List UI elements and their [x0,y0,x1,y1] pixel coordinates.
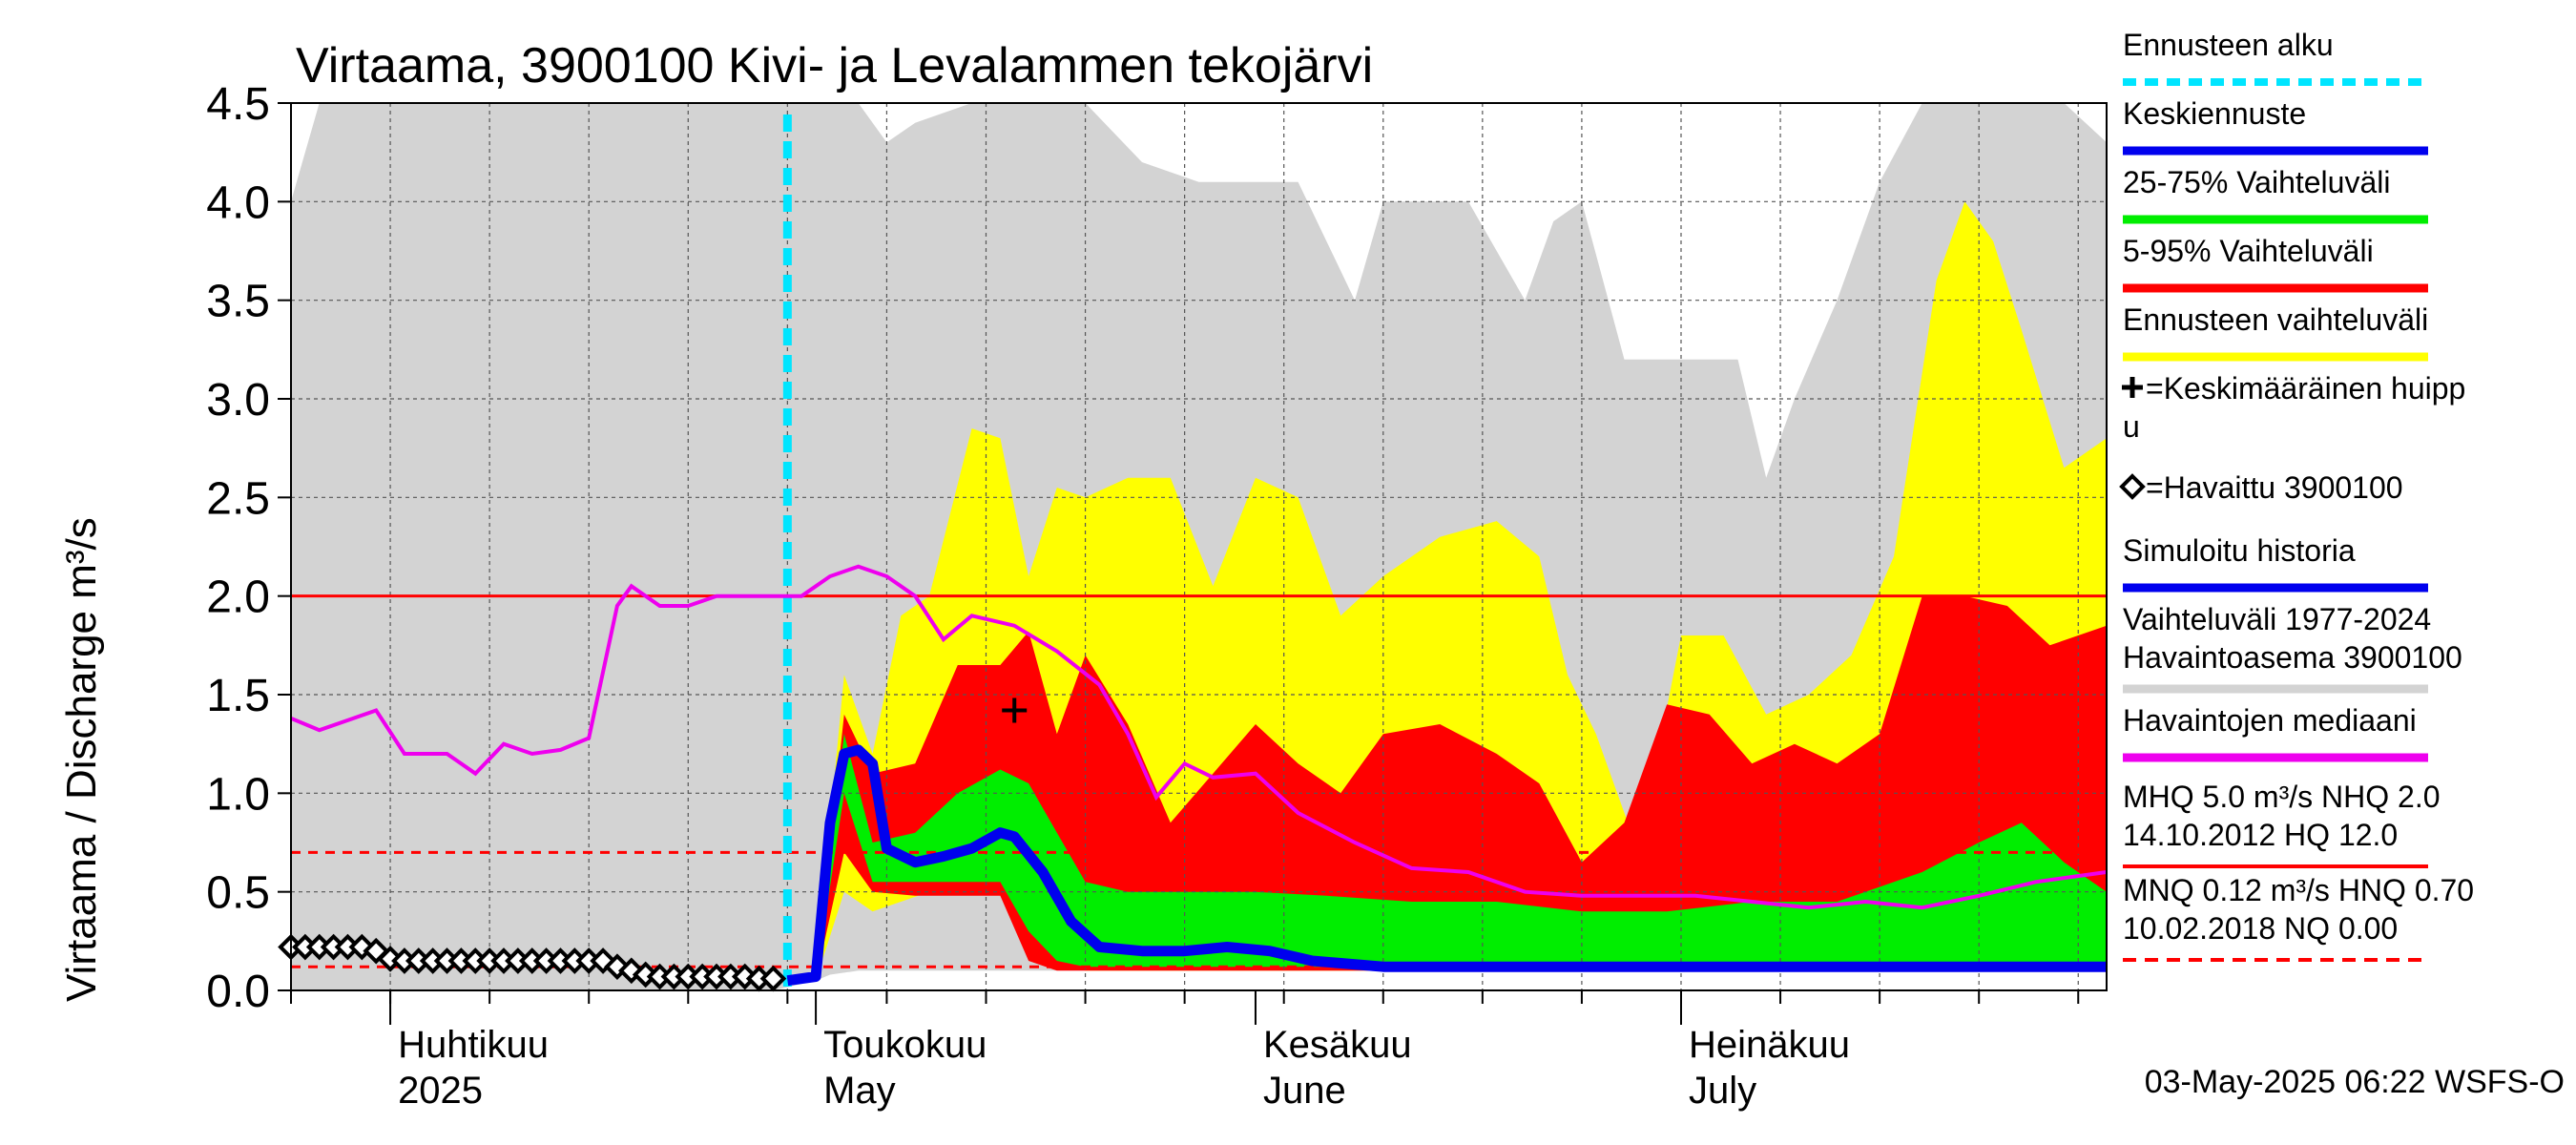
month-label-en: 2025 [398,1070,483,1112]
month-label-en: July [1689,1070,1756,1112]
p5-95-band [787,595,2107,981]
legend-label: =Keskimääräinen huipp [2146,371,2465,406]
legend-label: Keskiennuste [2123,96,2306,131]
mean-peak-marker [1002,697,1028,723]
month-label-fi: Toukokuu [823,1024,987,1066]
axes: 0.0 0.5 1.0 1.5 2.0 2.5 3.0 3.5 4.0 4.5 Huhtikuu20… [206,79,2108,1112]
median-line [291,564,2107,910]
footer-timestamp: 03-May-2025 06:22 WSFS-O [2145,1064,2565,1100]
chart-title: Virtaama, 3900100 Kivi- ja Levalammen te… [296,38,1373,94]
y-tick-label: 2.5 [206,473,270,524]
legend-label: Ennusteen vaihteluväli [2123,302,2428,337]
observed-point [759,965,787,992]
legend: Ennusteen alku Keskiennuste 25-75% Vaihtel… [2119,28,2474,962]
y-tick-label: 1.0 [206,769,270,820]
legend-label-line2: u [2123,409,2140,444]
mean-forecast-line [786,744,2107,987]
y-tick-label: 3.5 [206,277,270,327]
month-label-fi: Kesäkuu [1263,1024,1412,1066]
legend-label-line2: Havaintoasema 3900100 [2123,640,2462,675]
y-tick-label: 1.5 [206,671,270,721]
legend-label: 5-95% Vaihteluväli [2123,234,2374,268]
legend-label: Vaihteluväli 1977-2024 [2123,602,2431,636]
y-tick-label: 4.0 [206,177,270,228]
legend-label: MHQ 5.0 m³/s NHQ 2.0 [2123,780,2441,814]
plot-area [278,103,2107,992]
y-tick-label: 2.0 [206,572,270,623]
observed-point [617,957,645,985]
month-label-en: May [823,1070,896,1112]
plot-content [291,103,2107,990]
legend-label: =Havaittu 3900100 [2146,470,2403,505]
legend-label-line2: 10.02.2018 NQ 0.00 [2123,911,2398,946]
legend-label: 25-75% Vaihteluväli [2123,165,2390,199]
legend-observed-icon [2119,473,2146,500]
legend-label-line2: 14.10.2012 HQ 12.0 [2123,818,2398,852]
month-label-fi: Heinäkuu [1689,1024,1850,1066]
legend-label: Havaintojen mediaani [2123,703,2417,738]
month-label-en: June [1263,1070,1346,1112]
plot-frame [290,102,2108,991]
month-label-fi: Huhtikuu [398,1024,549,1066]
y-axis-label: Virtaama / Discharge m³/s [58,517,105,1002]
y-tick-label: 0.5 [206,868,270,919]
legend-label: Simuloitu historia [2123,533,2356,568]
legend-label: Ennusteen alku [2123,28,2334,62]
y-tick-label: 0.0 [206,967,270,1017]
legend-label: MNQ 0.12 m³/s HNQ 0.70 [2123,873,2474,907]
legend-mean-peak-icon [2122,377,2143,398]
y-tick-label: 4.5 [206,79,270,130]
p25-75-band [787,734,2107,981]
y-tick-label: 3.0 [206,375,270,426]
